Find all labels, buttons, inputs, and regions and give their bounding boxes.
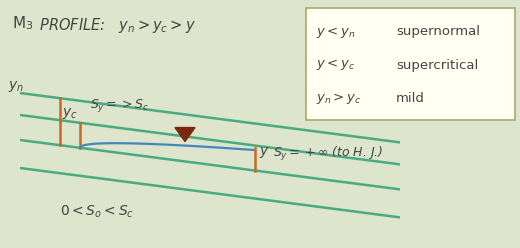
Text: $y_c$: $y_c$ (62, 106, 78, 121)
Text: $y_n$: $y_n$ (8, 79, 24, 94)
Text: M: M (12, 16, 25, 31)
Text: PROFILE:   $y_n > y_c > y$: PROFILE: $y_n > y_c > y$ (30, 16, 196, 35)
Text: $y < y_n$: $y < y_n$ (316, 25, 356, 39)
Text: supernormal: supernormal (396, 26, 480, 38)
Text: supercritical: supercritical (396, 59, 478, 71)
Text: $y_n > y_c$: $y_n > y_c$ (316, 91, 361, 105)
Text: $y < y_c$: $y < y_c$ (316, 58, 355, 72)
FancyBboxPatch shape (306, 8, 515, 120)
Text: $S_y =>S_c$: $S_y =>S_c$ (90, 97, 149, 114)
Text: $S_y= +\infty$ (to H. J.): $S_y= +\infty$ (to H. J.) (273, 145, 384, 163)
Polygon shape (175, 127, 195, 142)
Text: $0 < S_o < S_c$: $0 < S_o < S_c$ (60, 204, 134, 220)
Text: mild: mild (396, 92, 425, 104)
Text: $y$: $y$ (259, 145, 270, 159)
Text: $3$: $3$ (25, 19, 33, 31)
